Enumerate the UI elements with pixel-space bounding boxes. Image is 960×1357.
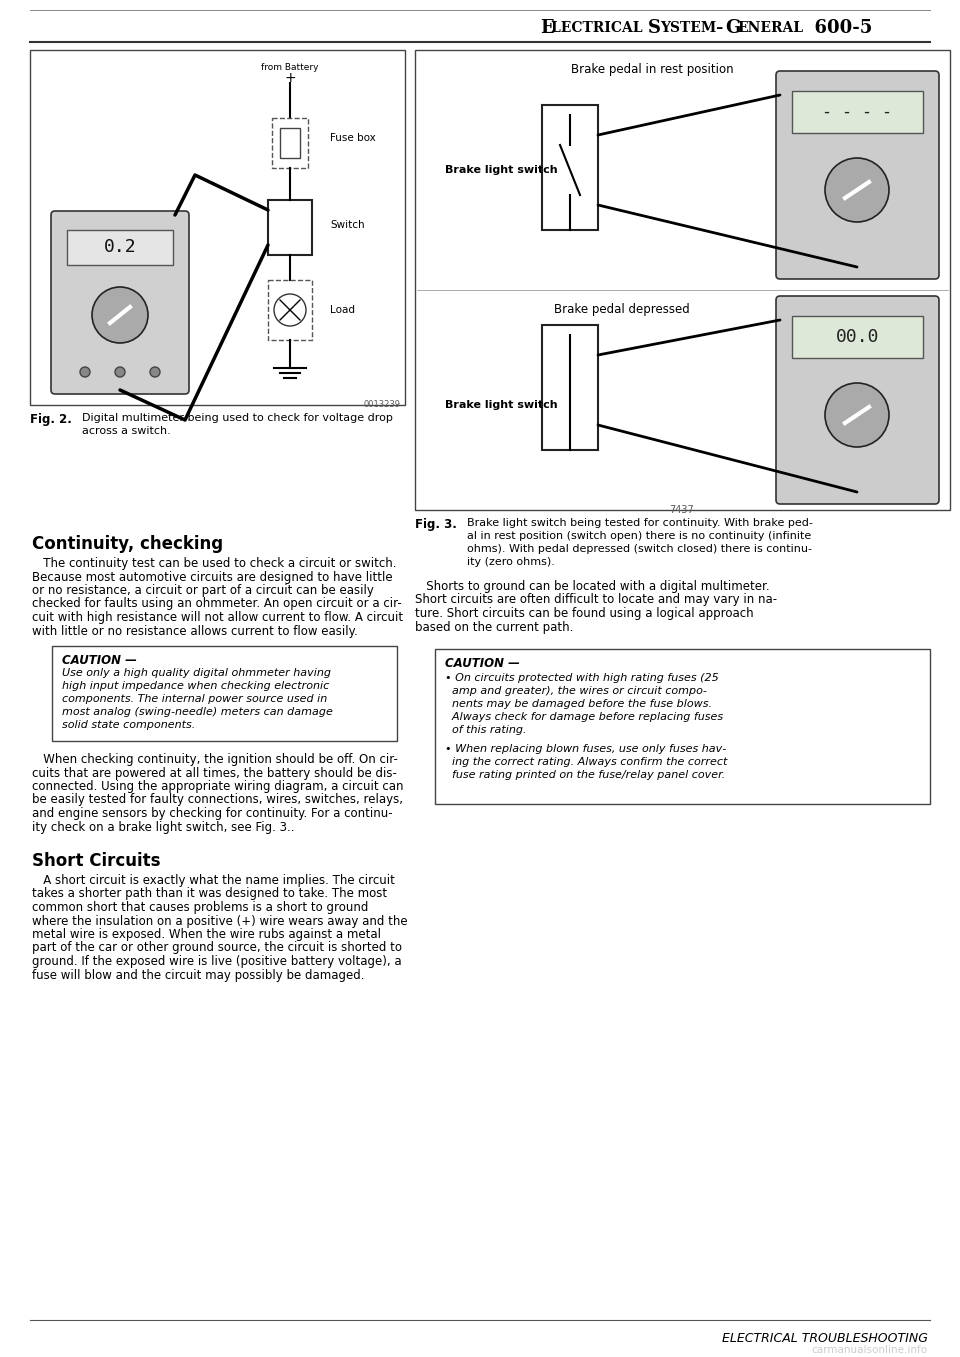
Text: 600-5: 600-5: [802, 19, 873, 37]
Bar: [30, 50, 405, 404]
Text: 7437: 7437: [670, 505, 694, 516]
Text: LECTRICAL: LECTRICAL: [551, 20, 647, 35]
Circle shape: [150, 366, 160, 377]
Text: When checking continuity, the ignition should be off. On cir-: When checking continuity, the ignition s…: [32, 753, 397, 765]
Text: Switch: Switch: [330, 220, 365, 229]
Text: Fuse box: Fuse box: [330, 133, 375, 142]
Text: Continuity, checking: Continuity, checking: [32, 535, 223, 554]
Text: Shorts to ground can be located with a digital multimeter.: Shorts to ground can be located with a d…: [415, 579, 770, 593]
Circle shape: [274, 294, 306, 326]
Text: Load: Load: [330, 305, 355, 315]
Text: ity (zero ohms).: ity (zero ohms).: [467, 556, 555, 567]
Text: metal wire is exposed. When the wire rubs against a metal: metal wire is exposed. When the wire rub…: [32, 928, 381, 940]
Text: where the insulation on a positive (+) wire wears away and the: where the insulation on a positive (+) w…: [32, 915, 408, 927]
Text: ity check on a brake light switch, see Fig. 3..: ity check on a brake light switch, see F…: [32, 821, 295, 833]
Text: YSTEM–: YSTEM–: [660, 20, 723, 35]
Bar: [792, 316, 923, 358]
Text: cuit with high resistance will not allow current to flow. A circuit: cuit with high resistance will not allow…: [32, 611, 403, 624]
Text: Short circuits are often difficult to locate and may vary in na-: Short circuits are often difficult to lo…: [415, 593, 778, 607]
FancyBboxPatch shape: [776, 296, 939, 503]
Text: Brake light switch being tested for continuity. With brake ped-: Brake light switch being tested for cont…: [467, 518, 813, 528]
Text: +: +: [284, 71, 296, 85]
Text: fuse rating printed on the fuse/relay panel cover.: fuse rating printed on the fuse/relay pa…: [445, 769, 725, 780]
Text: nents may be damaged before the fuse blows.: nents may be damaged before the fuse blo…: [445, 699, 712, 708]
Text: • On circuits protected with high rating fuses (25: • On circuits protected with high rating…: [445, 673, 719, 683]
Bar: [415, 50, 950, 510]
Text: Use only a high quality digital ohmmeter having: Use only a high quality digital ohmmeter…: [62, 668, 331, 678]
Circle shape: [80, 366, 90, 377]
Text: CAUTION —: CAUTION —: [445, 657, 520, 670]
Text: with little or no resistance allows current to flow easily.: with little or no resistance allows curr…: [32, 624, 358, 638]
Text: ground. If the exposed wire is live (positive battery voltage), a: ground. If the exposed wire is live (pos…: [32, 955, 401, 968]
Text: or no resistance, a circuit or part of a circuit can be easily: or no resistance, a circuit or part of a…: [32, 584, 373, 597]
Text: Because most automotive circuits are designed to have little: Because most automotive circuits are des…: [32, 570, 393, 584]
Text: of this rating.: of this rating.: [445, 725, 526, 735]
Text: connected. Using the appropriate wiring diagram, a circuit can: connected. Using the appropriate wiring …: [32, 780, 403, 792]
Text: takes a shorter path than it was designed to take. The most: takes a shorter path than it was designe…: [32, 887, 387, 901]
Bar: [542, 104, 598, 229]
Text: al in rest position (switch open) there is no continuity (infinite: al in rest position (switch open) there …: [467, 531, 811, 541]
Bar: [280, 128, 300, 157]
Text: Brake light switch: Brake light switch: [445, 400, 558, 410]
Text: cuits that are powered at all times, the battery should be dis-: cuits that are powered at all times, the…: [32, 767, 396, 779]
Text: Always check for damage before replacing fuses: Always check for damage before replacing…: [445, 712, 723, 722]
Text: be easily tested for faulty connections, wires, switches, relays,: be easily tested for faulty connections,…: [32, 794, 403, 806]
Bar: [435, 649, 930, 803]
Text: Fig. 3.: Fig. 3.: [415, 518, 457, 531]
Text: ture. Short circuits can be found using a logical approach: ture. Short circuits can be found using …: [415, 607, 754, 620]
Circle shape: [92, 286, 148, 343]
Text: ohms). With pedal depressed (switch closed) there is continu-: ohms). With pedal depressed (switch clos…: [467, 544, 812, 554]
Circle shape: [825, 157, 889, 223]
Text: and engine sensors by checking for continuity. For a continu-: and engine sensors by checking for conti…: [32, 807, 393, 820]
Text: Short Circuits: Short Circuits: [32, 852, 160, 870]
Text: - - - -: - - - -: [823, 103, 893, 121]
FancyBboxPatch shape: [776, 71, 939, 280]
Text: Fig. 2.: Fig. 2.: [30, 413, 72, 426]
Bar: [542, 324, 598, 451]
Text: ENERAL: ENERAL: [737, 20, 803, 35]
Text: 0013239: 0013239: [363, 400, 400, 408]
Text: Brake pedal depressed: Brake pedal depressed: [554, 304, 690, 316]
Circle shape: [825, 383, 889, 446]
Text: fuse will blow and the circuit may possibly be damaged.: fuse will blow and the circuit may possi…: [32, 969, 365, 981]
Text: amp and greater), the wires or circuit compo-: amp and greater), the wires or circuit c…: [445, 687, 707, 696]
Text: The continuity test can be used to check a circuit or switch.: The continuity test can be used to check…: [32, 556, 396, 570]
Bar: [52, 646, 397, 741]
Text: • When replacing blown fuses, use only fuses hav-: • When replacing blown fuses, use only f…: [445, 744, 727, 754]
Text: E: E: [540, 19, 554, 37]
Text: components. The internal power source used in: components. The internal power source us…: [62, 693, 327, 704]
Text: solid state components.: solid state components.: [62, 721, 195, 730]
Bar: [792, 91, 923, 133]
Circle shape: [115, 366, 125, 377]
FancyBboxPatch shape: [51, 210, 189, 394]
Text: A short circuit is exactly what the name implies. The circuit: A short circuit is exactly what the name…: [32, 874, 395, 887]
Bar: [268, 199, 312, 255]
Text: ing the correct rating. Always confirm the correct: ing the correct rating. Always confirm t…: [445, 757, 728, 767]
Text: most analog (swing-needle) meters can damage: most analog (swing-needle) meters can da…: [62, 707, 333, 716]
Text: 0.2: 0.2: [104, 237, 136, 256]
Text: common short that causes problems is a short to ground: common short that causes problems is a s…: [32, 901, 369, 915]
Text: from Battery: from Battery: [261, 64, 319, 72]
Text: 00.0: 00.0: [836, 328, 879, 346]
Text: Brake pedal in rest position: Brake pedal in rest position: [570, 64, 733, 76]
Text: based on the current path.: based on the current path.: [415, 620, 573, 634]
Bar: [67, 229, 173, 265]
Text: Digital multimeter being used to check for voltage drop: Digital multimeter being used to check f…: [82, 413, 393, 423]
Text: ELECTRICAL TROUBLESHOOTING: ELECTRICAL TROUBLESHOOTING: [722, 1331, 928, 1345]
Text: carmanualsonline.info: carmanualsonline.info: [812, 1345, 928, 1356]
Text: S: S: [648, 19, 661, 37]
Text: across a switch.: across a switch.: [82, 426, 171, 436]
Text: checked for faults using an ohmmeter. An open circuit or a cir-: checked for faults using an ohmmeter. An…: [32, 597, 401, 611]
Text: part of the car or other ground source, the circuit is shorted to: part of the car or other ground source, …: [32, 942, 402, 954]
Text: Brake light switch: Brake light switch: [445, 166, 558, 175]
Text: high input impedance when checking electronic: high input impedance when checking elect…: [62, 681, 329, 691]
Text: CAUTION —: CAUTION —: [62, 654, 137, 668]
Text: G: G: [725, 19, 740, 37]
